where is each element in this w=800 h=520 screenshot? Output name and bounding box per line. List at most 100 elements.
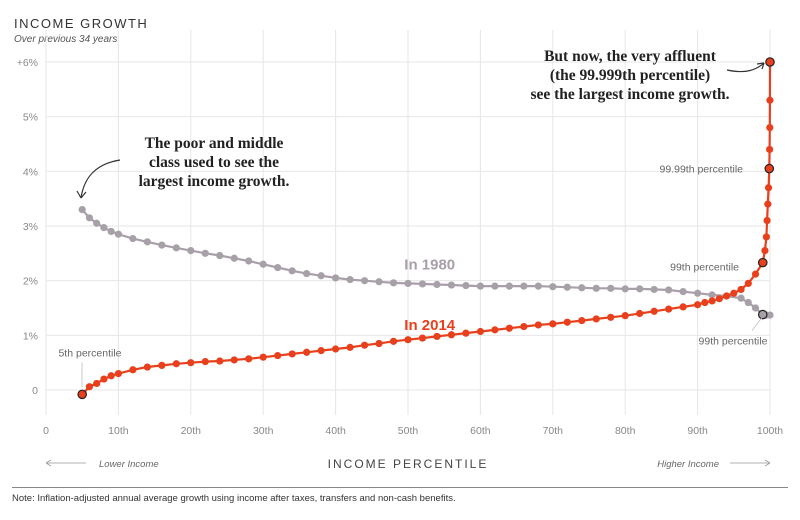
data-point-in-1980 xyxy=(216,251,224,260)
data-point-in-1980 xyxy=(93,219,101,227)
data-point-in-2014 xyxy=(751,270,760,278)
annotation-arrowhead-poor xyxy=(76,190,87,199)
y-tick-label: +6% xyxy=(17,57,38,69)
data-point-in-1980 xyxy=(201,249,209,257)
data-point-in-2014 xyxy=(245,355,253,363)
data-point-in-2014 xyxy=(447,331,456,339)
data-point-in-2014 xyxy=(708,297,716,305)
series-label-in-1980: In 1980 xyxy=(404,257,455,274)
y-tick-label: 1% xyxy=(23,330,38,342)
data-point-in-2014 xyxy=(172,360,180,368)
income-growth-chart: 0 1% 2% 3% 4% 5% +6% 0 10th 20th 30th 40th 50th 60th 7… xyxy=(17,30,783,471)
series-layer xyxy=(77,57,775,400)
data-point-in-2014 xyxy=(288,350,296,358)
data-point-in-2014 xyxy=(143,363,151,371)
data-point-in-1980 xyxy=(404,279,412,287)
x-tick-label: 10th xyxy=(108,425,129,437)
data-point-in-1980 xyxy=(143,238,151,246)
data-point-in-1980 xyxy=(462,281,470,290)
data-point-in-1980 xyxy=(129,234,137,243)
footnote: Note: Inflation-adjusted annual average … xyxy=(12,493,456,504)
data-point-in-1980 xyxy=(346,275,354,284)
footer-divider xyxy=(12,487,788,488)
x-tick-label: 0 xyxy=(43,425,49,437)
data-point-in-2014 xyxy=(259,353,267,361)
data-point-in-1980 xyxy=(375,278,383,286)
data-point-in-1980 xyxy=(636,285,644,293)
data-point-in-1980 xyxy=(549,283,557,291)
lower-income-label: Lower Income xyxy=(99,459,159,470)
data-point-in-2014 xyxy=(715,295,723,303)
data-point-in-1980 xyxy=(389,279,398,287)
y-tick-label: 2% xyxy=(23,276,38,288)
data-point-in-1980 xyxy=(114,230,122,238)
data-point-in-1980 xyxy=(418,280,427,288)
data-point-in-2014 xyxy=(107,372,115,380)
data-point-in-2014 xyxy=(346,343,354,351)
annotation-text-affluent: (the 99.999th percentile) xyxy=(550,67,710,84)
data-point-in-2014 xyxy=(85,383,94,391)
data-point-in-2014 xyxy=(317,347,325,355)
highlight-point xyxy=(77,389,87,400)
data-point-in-1980 xyxy=(650,285,658,294)
data-point-in-1980 xyxy=(534,282,542,290)
percentile-label: 99th percentile xyxy=(670,262,739,274)
data-point-in-2014 xyxy=(730,289,738,297)
annotation-arrowhead-affluent xyxy=(756,62,765,70)
data-point-in-2014 xyxy=(158,361,166,369)
data-point-in-2014 xyxy=(701,298,709,307)
data-point-in-2014 xyxy=(766,145,774,154)
data-point-in-2014 xyxy=(549,320,557,328)
data-point-in-2014 xyxy=(520,322,528,331)
y-tick-label: 3% xyxy=(23,221,38,233)
data-point-in-1980 xyxy=(317,272,325,280)
data-point-in-2014 xyxy=(737,285,745,294)
annotation-text-affluent: see the largest income growth. xyxy=(530,86,729,103)
data-point-in-1980 xyxy=(78,206,86,214)
data-point-in-1980 xyxy=(288,267,296,275)
data-point-in-2014 xyxy=(636,309,644,318)
data-point-in-1980 xyxy=(172,244,180,252)
data-point-in-2014 xyxy=(761,247,769,255)
percentile-label: 5th percentile xyxy=(58,347,121,359)
data-point-in-1980 xyxy=(360,277,369,285)
label-layer: In 1980 In 2014 5th percentile 99th percent… xyxy=(58,48,768,388)
annotation-arrow-poor xyxy=(80,159,121,199)
data-point-in-1980 xyxy=(665,286,673,294)
right-arrowhead xyxy=(764,459,771,467)
annotation-text-poor: class used to see the xyxy=(149,154,279,171)
data-point-in-2014 xyxy=(332,345,340,353)
series-line-in-2014 xyxy=(81,61,772,396)
data-point-in-2014 xyxy=(650,307,658,315)
y-tick-label: 4% xyxy=(23,166,38,178)
data-point-in-1980 xyxy=(158,241,166,249)
chart-subtitle: Over previous 34 years xyxy=(14,34,118,45)
data-point-in-1980 xyxy=(744,298,752,307)
data-point-in-1980 xyxy=(737,294,745,302)
data-point-in-1980 xyxy=(578,284,586,292)
annotation-text-poor: largest income growth. xyxy=(139,173,290,190)
y-tick-label: 5% xyxy=(23,112,38,124)
data-point-in-2014 xyxy=(303,348,311,356)
data-point-in-2014 xyxy=(534,321,542,329)
data-point-in-1980 xyxy=(433,280,441,289)
x-tick-label: 30th xyxy=(253,425,274,437)
percentile-label: 99th percentile xyxy=(699,336,768,348)
data-point-in-1980 xyxy=(708,291,716,299)
data-point-in-1980 xyxy=(607,284,615,292)
data-point-in-2014 xyxy=(476,327,484,336)
data-point-in-2014 xyxy=(433,332,441,341)
data-point-in-2014 xyxy=(763,216,771,225)
data-point-in-2014 xyxy=(563,318,571,326)
data-point-in-1980 xyxy=(259,260,267,268)
data-point-in-2014 xyxy=(722,292,731,300)
chart-title: INCOME GROWTH xyxy=(14,16,149,31)
x-axis-title: INCOME PERCENTILE xyxy=(328,457,489,471)
data-point-in-2014 xyxy=(201,357,209,366)
data-point-in-1980 xyxy=(505,282,513,290)
data-point-in-2014 xyxy=(505,324,513,332)
data-point-in-2014 xyxy=(114,370,122,378)
y-tick-label: 0 xyxy=(32,385,38,397)
data-point-in-2014 xyxy=(100,375,108,383)
x-tick-label: 90th xyxy=(687,425,708,437)
